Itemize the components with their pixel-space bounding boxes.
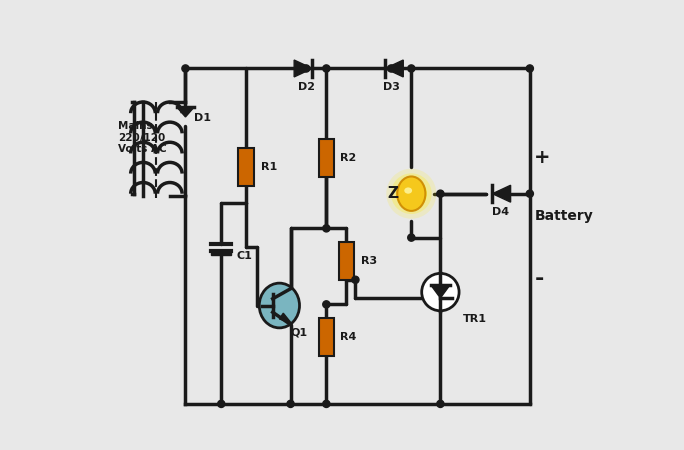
Polygon shape	[492, 185, 510, 202]
Text: +: +	[534, 148, 551, 167]
Text: TR1: TR1	[463, 314, 487, 324]
Text: Z: Z	[387, 186, 398, 201]
Circle shape	[395, 178, 427, 209]
Text: D4: D4	[492, 207, 510, 217]
Circle shape	[323, 65, 330, 72]
Ellipse shape	[397, 176, 425, 211]
Polygon shape	[431, 285, 450, 298]
Circle shape	[408, 65, 415, 72]
Ellipse shape	[259, 283, 300, 328]
Bar	[238, 148, 254, 186]
Text: R2: R2	[340, 153, 356, 163]
Circle shape	[437, 190, 444, 197]
Text: -: -	[534, 269, 544, 288]
Circle shape	[386, 169, 436, 219]
Text: Battery: Battery	[534, 209, 593, 223]
Polygon shape	[294, 60, 313, 77]
Text: Mains
220/120
Volts AC: Mains 220/120 Volts AC	[118, 121, 167, 154]
Circle shape	[287, 400, 294, 407]
Circle shape	[437, 400, 444, 407]
Circle shape	[302, 65, 310, 72]
Polygon shape	[279, 313, 291, 323]
Circle shape	[422, 274, 459, 311]
Bar	[319, 139, 334, 177]
Circle shape	[182, 65, 189, 72]
Circle shape	[391, 173, 432, 214]
Circle shape	[526, 65, 534, 72]
Circle shape	[388, 65, 395, 72]
Text: R1: R1	[261, 162, 278, 172]
Circle shape	[323, 301, 330, 308]
Text: D2: D2	[298, 82, 315, 92]
Circle shape	[352, 276, 359, 284]
Polygon shape	[176, 107, 194, 117]
Circle shape	[323, 225, 330, 232]
Bar	[211, 250, 231, 256]
Circle shape	[526, 190, 534, 197]
Text: Q1: Q1	[291, 327, 308, 338]
Bar	[319, 318, 334, 356]
Text: D1: D1	[194, 112, 211, 123]
Text: R3: R3	[360, 256, 377, 266]
Bar	[339, 242, 354, 280]
Circle shape	[218, 400, 225, 407]
Text: D3: D3	[383, 82, 399, 92]
Ellipse shape	[404, 188, 412, 194]
Polygon shape	[385, 60, 404, 77]
Text: R4: R4	[340, 332, 356, 342]
Circle shape	[408, 234, 415, 241]
Circle shape	[323, 400, 330, 407]
Text: C1: C1	[237, 251, 253, 261]
